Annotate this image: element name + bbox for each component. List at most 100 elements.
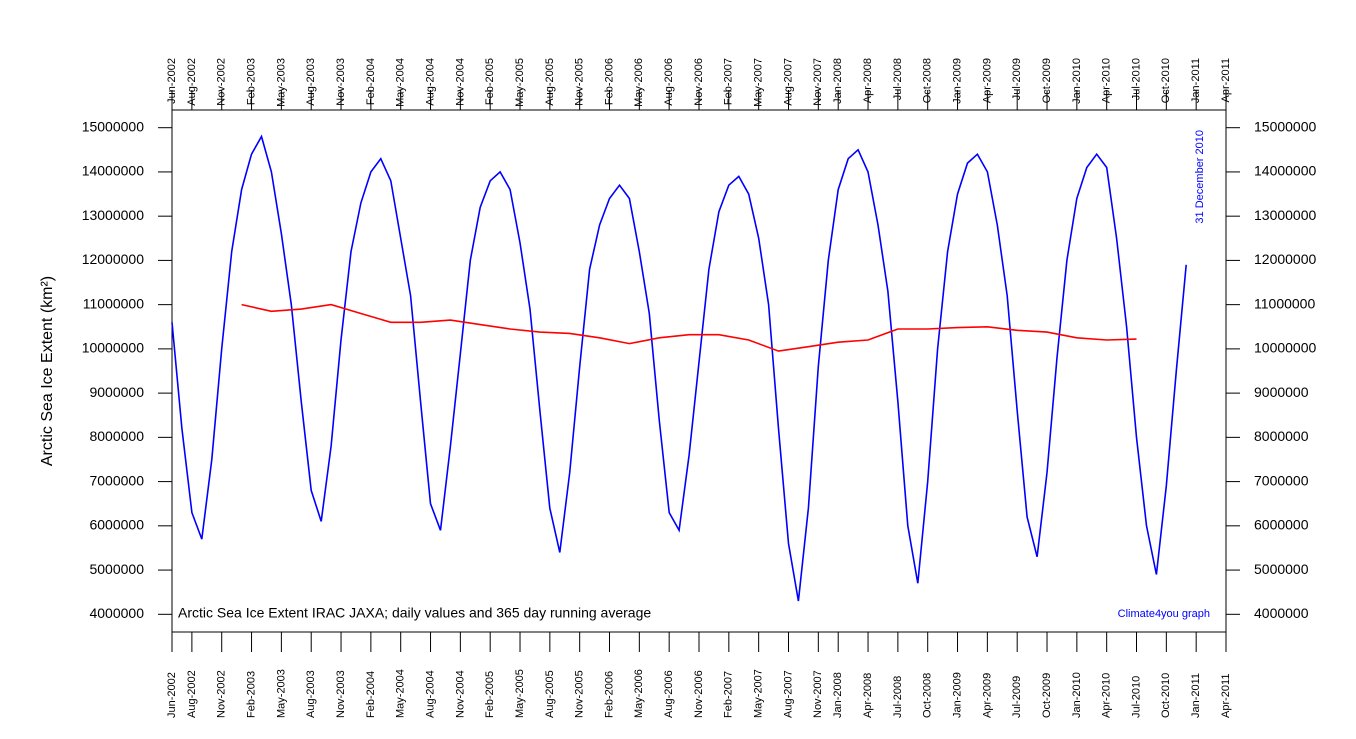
x-tick-label-bottom: Apr-2008 [862, 673, 874, 718]
x-tick-label-top: Nov-2002 [216, 58, 228, 106]
y2-tick-label: 12000000 [1254, 251, 1317, 267]
date-note: 31 December 2010 [1194, 130, 1206, 224]
y2-tick-label: 7000000 [1254, 472, 1309, 488]
x-tick-label-top: May-2004 [395, 58, 407, 107]
y2-tick-label: 15000000 [1254, 118, 1317, 134]
x-tick-label-bottom: Aug-2005 [544, 670, 556, 718]
x-tick-label-bottom: May-2003 [275, 669, 287, 718]
x-tick-label-top: Feb-2006 [603, 58, 615, 105]
x-tick-label-top: Aug-2007 [782, 58, 794, 106]
x-tick-label-top: Feb-2007 [723, 58, 735, 105]
y2-tick-label: 8000000 [1254, 428, 1309, 444]
y-tick-label: 4000000 [89, 605, 144, 621]
x-tick-label-top: Aug-2003 [305, 58, 317, 106]
x-tick-label-top: Nov-2006 [693, 58, 705, 106]
x-tick-label-bottom: Nov-2002 [216, 670, 228, 718]
x-tick-label-bottom: Oct-2008 [922, 673, 934, 718]
x-tick-label-bottom: Jul-2009 [1011, 676, 1023, 718]
x-tick-label-bottom: May-2004 [395, 669, 407, 718]
series-line [171, 134, 1187, 602]
x-tick-label-bottom: Nov-2006 [693, 670, 705, 718]
x-tick-label-bottom: May-2006 [633, 669, 645, 718]
x-tick-label-bottom: Feb-2003 [245, 671, 257, 718]
x-tick-label-top: Oct-2009 [1041, 58, 1053, 103]
x-tick-label-top: Apr-2011 [1220, 58, 1232, 102]
y-tick-label: 6000000 [89, 517, 144, 533]
x-tick-label-top: Apr-2009 [981, 58, 993, 103]
x-tick-label-top: Oct-2010 [1160, 58, 1172, 103]
x-tick-label-top: Jul-2010 [1130, 58, 1142, 100]
x-tick-label-top: Feb-2003 [245, 58, 257, 105]
y-tick-label: 11000000 [83, 295, 144, 311]
x-tick-label-bottom: Jan-2011 [1190, 673, 1202, 718]
x-tick-label-top: Nov-2003 [335, 58, 347, 106]
x-tick-label-bottom: Nov-2003 [335, 670, 347, 718]
x-tick-label-top: May-2007 [753, 58, 765, 107]
y2-tick-label: 5000000 [1254, 561, 1309, 577]
y-axis-label: Arctic Sea Ice Extent (km²) [39, 276, 56, 466]
y2-tick-label: 11000000 [1254, 295, 1315, 311]
x-tick-label-bottom: May-2005 [514, 669, 526, 718]
x-tick-label-bottom: May-2007 [753, 669, 765, 718]
x-tick-label-bottom: Apr-2010 [1101, 673, 1113, 718]
x-tick-label-bottom: Jan-2010 [1071, 672, 1083, 718]
y2-tick-label: 14000000 [1254, 163, 1317, 179]
x-tick-label-bottom: Aug-2007 [782, 670, 794, 718]
x-tick-label-bottom: Aug-2004 [424, 670, 436, 718]
y-tick-label: 7000000 [89, 472, 144, 488]
x-tick-label-top: May-2006 [633, 58, 645, 107]
x-tick-label-top: Aug-2002 [186, 58, 198, 106]
plot-frame [171, 109, 1227, 633]
x-tick-label-bottom: Nov-2004 [454, 670, 466, 718]
x-tick-label-top: Aug-2005 [544, 58, 556, 106]
x-tick-label-bottom: Feb-2007 [723, 671, 735, 718]
y2-tick-label: 6000000 [1254, 517, 1309, 533]
y-tick-label: 8000000 [89, 428, 144, 444]
y-tick-label: 5000000 [89, 561, 144, 577]
x-tick-label-bottom: Aug-2003 [305, 670, 317, 718]
x-tick-label-top: Oct-2008 [922, 58, 934, 103]
y-tick-label: 9000000 [89, 384, 144, 400]
x-tick-label-bottom: Oct-2010 [1160, 673, 1172, 718]
x-tick-label-top: Jun-2002 [166, 58, 178, 104]
x-tick-label-bottom: Feb-2006 [603, 671, 615, 718]
x-tick-label-bottom: Feb-2005 [484, 671, 496, 718]
x-tick-label-top: Jul-2009 [1011, 58, 1023, 100]
x-tick-label-bottom: Feb-2004 [365, 671, 377, 718]
y2-tick-label: 10000000 [1254, 340, 1317, 356]
x-tick-label-bottom: Aug-2006 [663, 670, 675, 718]
y2-tick-label: 4000000 [1254, 605, 1309, 621]
x-tick-label-top: Apr-2008 [862, 58, 874, 103]
x-tick-label-top: Feb-2004 [365, 58, 377, 105]
x-tick-label-bottom: Aug-2002 [186, 670, 198, 718]
x-tick-label-top: Feb-2005 [484, 58, 496, 105]
x-tick-label-top: May-2005 [514, 58, 526, 107]
x-tick-label-top: Jan-2010 [1071, 58, 1083, 104]
x-tick-label-top: Nov-2005 [574, 58, 586, 106]
annotation: Arctic Sea Ice Extent IRAC JAXA; daily v… [178, 605, 651, 621]
x-tick-label-bottom: Nov-2005 [574, 670, 586, 718]
y-tick-label: 13000000 [82, 207, 145, 223]
x-tick-label-top: Aug-2004 [424, 58, 436, 106]
x-tick-label-bottom: Jul-2008 [892, 676, 904, 718]
series-line [241, 303, 1137, 352]
x-tick-label-bottom: Jul-2010 [1130, 676, 1142, 718]
x-tick-label-top: Jul-2008 [892, 58, 904, 100]
x-tick-label-bottom: Nov-2007 [812, 670, 824, 718]
y-tick-label: 14000000 [82, 163, 145, 179]
x-tick-label-bottom: Jan-2008 [832, 672, 844, 718]
y2-tick-label: 9000000 [1254, 384, 1309, 400]
y-tick-label: 12000000 [82, 251, 145, 267]
y-tick-label: 15000000 [82, 118, 145, 134]
x-tick-label-top: Jan-2008 [832, 58, 844, 104]
x-tick-label-top: Jan-2009 [951, 58, 963, 104]
x-tick-label-top: Jan-2011 [1190, 58, 1202, 103]
x-tick-label-top: Apr-2010 [1101, 58, 1113, 103]
x-tick-label-top: Aug-2006 [663, 58, 675, 106]
x-tick-label-bottom: Apr-2011 [1220, 674, 1232, 718]
x-tick-label-bottom: Jan-2009 [951, 672, 963, 718]
x-tick-label-bottom: Jun-2002 [166, 672, 178, 718]
x-tick-label-bottom: Oct-2009 [1041, 673, 1053, 718]
credit: Climate4you graph [1118, 608, 1210, 620]
